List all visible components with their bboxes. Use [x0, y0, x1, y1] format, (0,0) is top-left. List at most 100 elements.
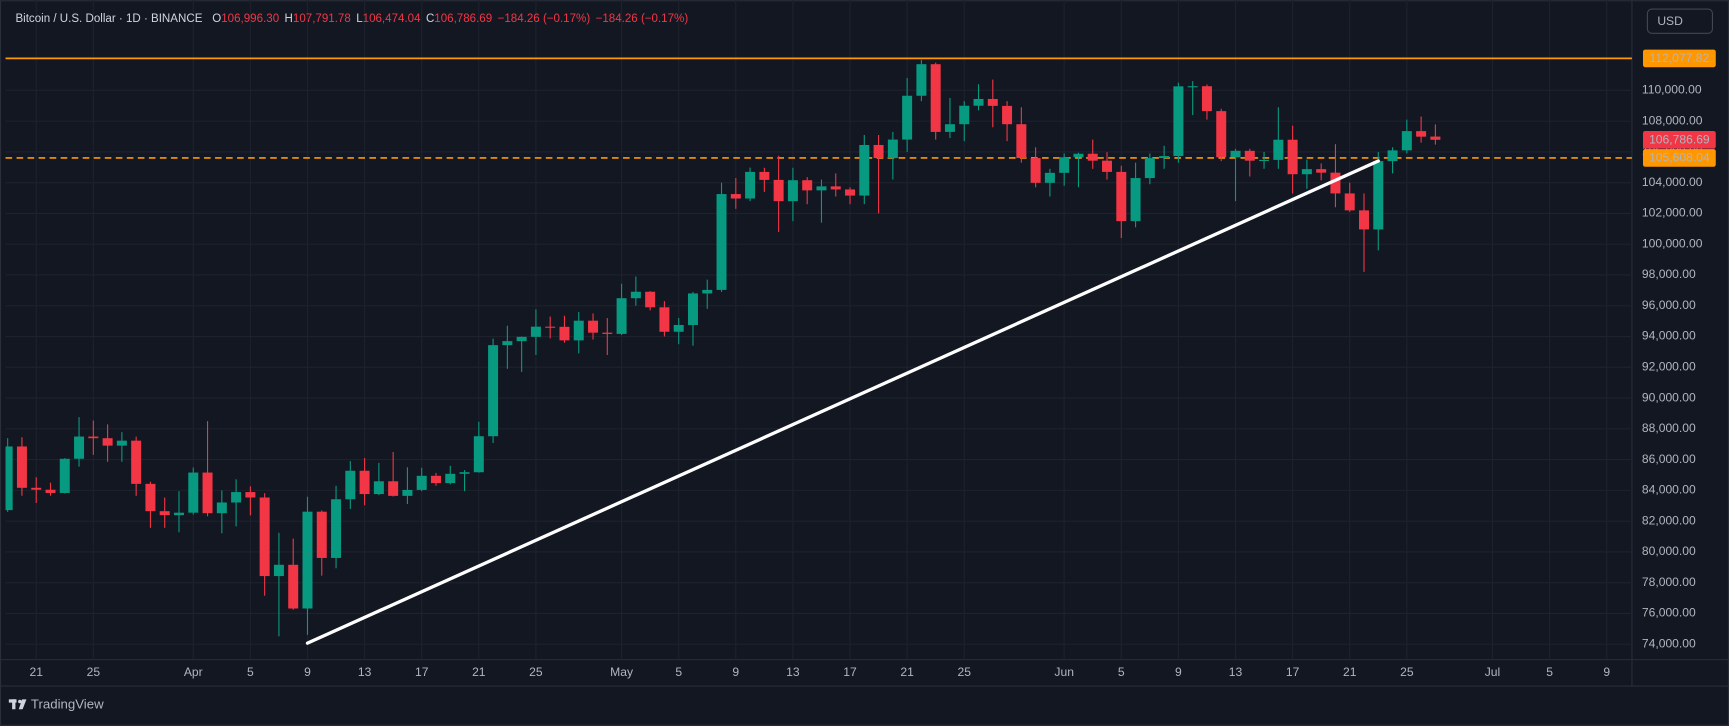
- candle-body: [645, 291, 656, 308]
- candle-body: [530, 326, 541, 337]
- x-tick-label: 25: [87, 665, 101, 679]
- candle-body: [88, 436, 99, 439]
- candle-body: [816, 186, 827, 191]
- y-tick-label: 94,000.00: [1642, 329, 1696, 343]
- candle-body: [859, 144, 870, 196]
- candle-body: [74, 436, 85, 459]
- candle-body: [502, 341, 513, 346]
- candle-body: [1087, 153, 1098, 161]
- hline-price-tag-bg: [1642, 149, 1716, 167]
- candle-body: [1344, 193, 1355, 211]
- candle-body: [188, 472, 199, 513]
- x-tick-label: 13: [786, 665, 800, 679]
- x-tick-label: 13: [358, 665, 372, 679]
- trend-line: [305, 159, 1380, 645]
- hline-price-tag-bg: [1642, 49, 1716, 68]
- x-tick-label: 17: [415, 665, 429, 679]
- y-tick-label: 88,000.00: [1642, 421, 1696, 435]
- candle-body: [987, 98, 998, 106]
- y-tick-label: 102,000.00: [1642, 206, 1703, 220]
- candle-body: [245, 492, 256, 498]
- candle-body: [659, 307, 670, 332]
- candle-body: [359, 470, 370, 495]
- x-tick-label: 21: [472, 665, 486, 679]
- candle-body: [316, 511, 327, 558]
- candle-body: [430, 475, 441, 484]
- last-price-tag-bg: [1642, 130, 1716, 149]
- candle-body: [916, 64, 927, 96]
- candle-body: [388, 481, 399, 496]
- x-tick-label: 5: [675, 665, 682, 679]
- x-tick-label: 21: [29, 665, 43, 679]
- change: −184.26 (−0.17%): [596, 13, 689, 25]
- candle-body: [1330, 172, 1341, 194]
- candle-body: [131, 440, 142, 484]
- plot: [5, 57, 1632, 645]
- candle-body: [1216, 111, 1227, 158]
- logo-part: [12, 699, 16, 710]
- candle-body: [1102, 160, 1113, 172]
- candle-body: [716, 194, 727, 290]
- candle-body: [102, 438, 113, 446]
- candle-body: [1159, 156, 1170, 159]
- y-tick-label: 108,000.00: [1642, 113, 1703, 127]
- candle-body: [602, 332, 613, 334]
- candle-body: [459, 472, 470, 474]
- grid: [5, 0, 1632, 660]
- candle-body: [473, 436, 484, 473]
- symbol: Bitcoin / U.S. Dollar · 1D · BINANCE: [15, 13, 202, 25]
- x-tick-label: 9: [1603, 665, 1610, 679]
- y-tick-label: 74,000.00: [1642, 636, 1696, 650]
- candle-body: [787, 180, 798, 202]
- candle-body: [673, 324, 684, 332]
- candle-body: [1287, 139, 1298, 175]
- candle-body: [5, 446, 13, 511]
- candle-body: [944, 124, 955, 132]
- change: −184.26 (−0.17%): [498, 13, 591, 25]
- candle-body: [1187, 86, 1198, 88]
- logo-part: [18, 699, 22, 704]
- candle-body: [1130, 178, 1141, 222]
- ohlc-label: L: [356, 13, 363, 25]
- x-tick-label: 21: [1343, 665, 1357, 679]
- ohlc-value: 106,786.69: [434, 13, 492, 25]
- x-tick-label: Jul: [1485, 665, 1500, 679]
- y-tick-label: 100,000.00: [1642, 236, 1703, 250]
- candle-body: [802, 180, 813, 191]
- candle-body: [1259, 159, 1270, 161]
- ohlc-value: 107,791.78: [293, 13, 351, 25]
- candle-body: [887, 139, 898, 159]
- x-tick-label: 9: [1175, 665, 1182, 679]
- candle-body: [773, 179, 784, 202]
- y-tick-label: 82,000.00: [1642, 513, 1696, 527]
- x-tick-label: Jun: [1054, 665, 1074, 679]
- candle-body: [1073, 153, 1084, 158]
- candle-body: [959, 105, 970, 125]
- x-tick-label: 21: [900, 665, 914, 679]
- candle-body: [31, 487, 42, 490]
- candle-body: [516, 336, 527, 342]
- y-tick-label: 92,000.00: [1642, 359, 1696, 373]
- candle-body: [1359, 210, 1370, 230]
- candle-body: [545, 326, 556, 328]
- x-tick-label: Apr: [184, 665, 203, 679]
- currency[interactable]: USD: [1657, 14, 1683, 28]
- candle-body: [16, 446, 27, 488]
- candle-body: [331, 499, 342, 558]
- candle-body: [1173, 86, 1184, 157]
- x-tick-label: 9: [304, 665, 311, 679]
- candle-body: [1116, 171, 1127, 222]
- candle-body: [116, 440, 127, 446]
- currency-button[interactable]: [1646, 8, 1714, 34]
- candle-body: [173, 512, 184, 516]
- ohlc-label: C: [426, 13, 434, 25]
- candle-body: [930, 64, 941, 132]
- candle-body: [687, 293, 698, 325]
- y-tick-label: 76,000.00: [1642, 606, 1696, 620]
- hline-price-tag: 105,608.04: [1649, 151, 1710, 165]
- candle-body: [288, 564, 299, 609]
- candle-body: [573, 320, 584, 341]
- ohlc-value: 106,474.04: [363, 13, 421, 25]
